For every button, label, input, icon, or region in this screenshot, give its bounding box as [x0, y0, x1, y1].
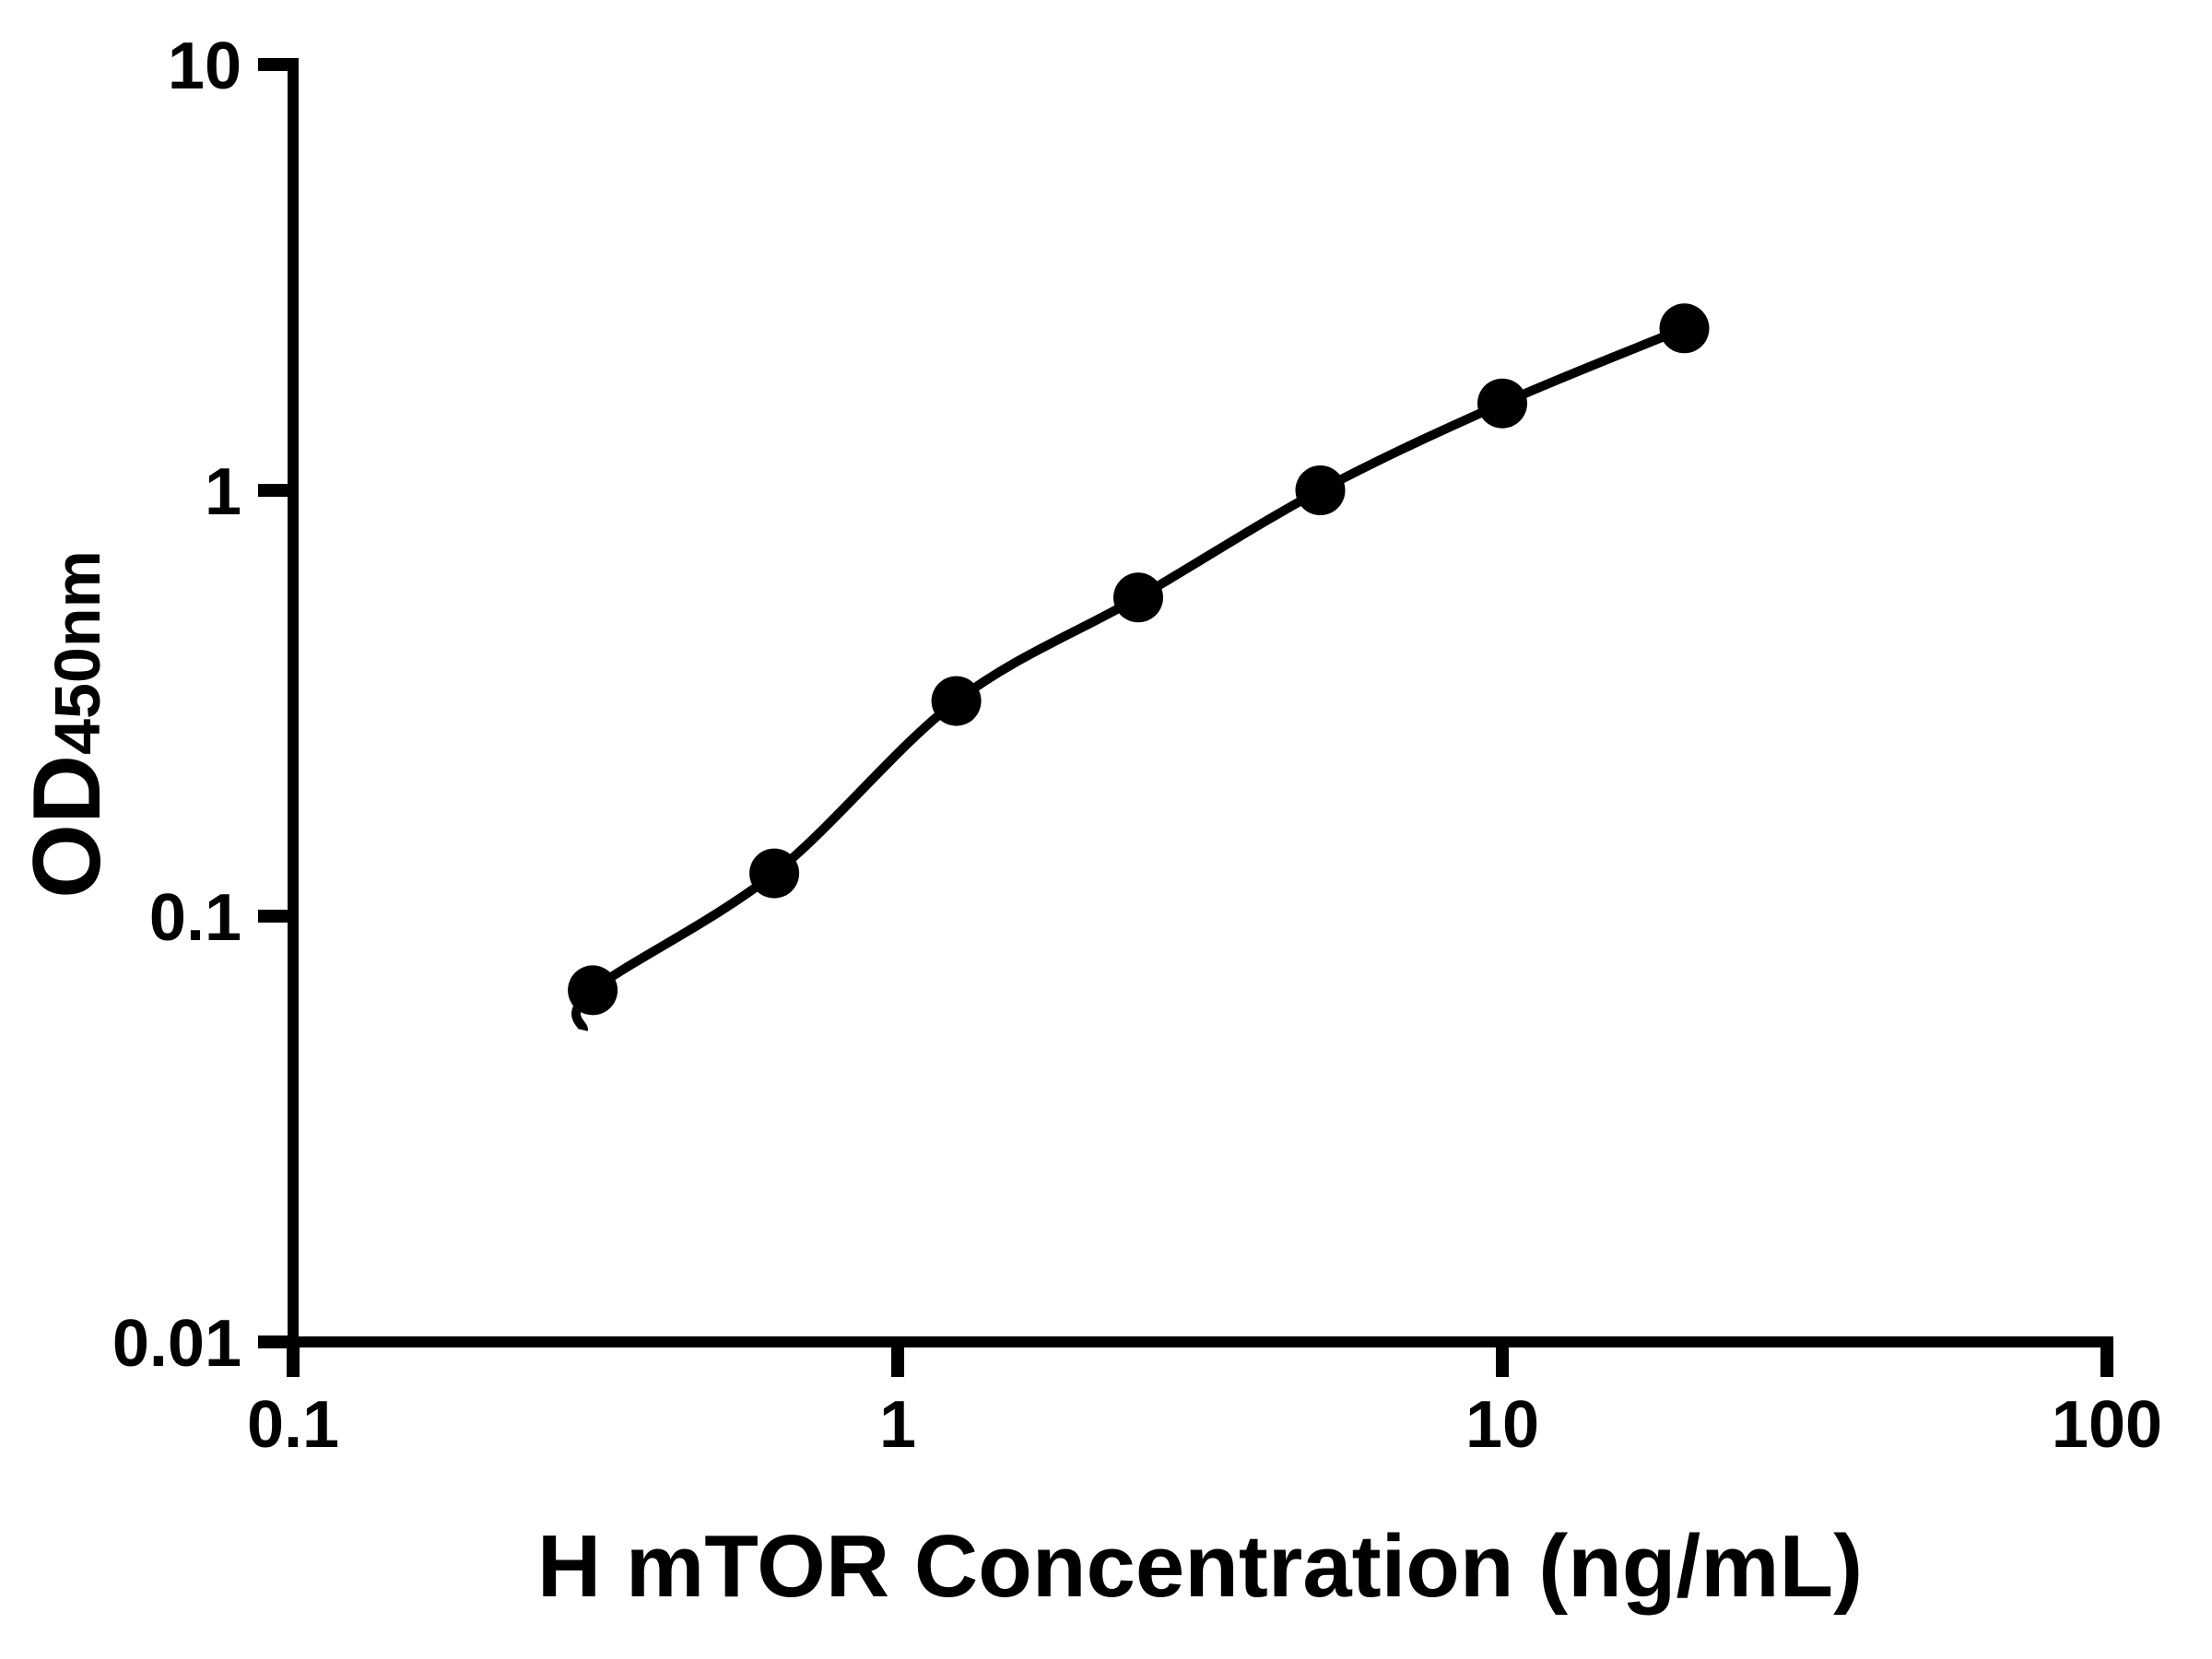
- data-point: [931, 676, 982, 726]
- data-points: [568, 303, 1710, 1016]
- fit-curve-line: [571, 324, 1687, 1031]
- y-tick-label: 0.01: [112, 1307, 241, 1381]
- x-tick-label: 0.1: [247, 1388, 339, 1462]
- data-point: [1113, 572, 1163, 623]
- data-point: [1295, 465, 1346, 515]
- y-tick-label: 0.1: [149, 881, 241, 955]
- x-tick-label: 100: [2052, 1388, 2162, 1462]
- data-point: [1477, 378, 1527, 429]
- x-tick-label: 1: [879, 1388, 916, 1462]
- data-point: [568, 965, 618, 1016]
- y-axis-title-main: OD: [14, 755, 121, 899]
- data-point: [749, 848, 800, 899]
- x-tick-label: 10: [1465, 1388, 1539, 1462]
- data-point: [1659, 303, 1710, 354]
- y-tick-label: 10: [168, 29, 241, 103]
- y-axis-title-subscript: 450nm: [41, 550, 113, 755]
- y-axis-title: OD450nm: [14, 550, 121, 899]
- x-axis-title: H mTOR Concentration (ng/mL): [537, 1517, 1863, 1616]
- y-tick-label: 1: [205, 455, 241, 529]
